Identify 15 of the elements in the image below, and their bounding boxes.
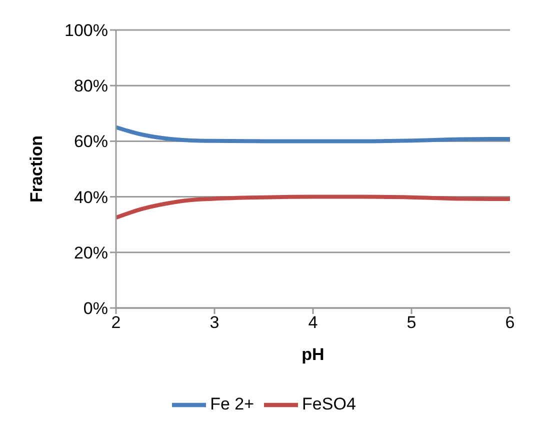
y-tick-label: 100% bbox=[64, 21, 108, 40]
x-tick-label: 6 bbox=[505, 313, 515, 332]
y-tick-label: 80% bbox=[74, 76, 108, 96]
legend-label: Fe 2+ bbox=[210, 394, 254, 414]
x-axis-title: pH bbox=[302, 345, 324, 364]
y-tick-label: 60% bbox=[74, 132, 108, 152]
legend-label: FeSO4 bbox=[302, 394, 356, 414]
x-tick-label: 5 bbox=[406, 313, 416, 332]
y-tick-label: 20% bbox=[74, 243, 108, 262]
y-axis-title: Fraction bbox=[27, 135, 46, 203]
y-tick-label: 40% bbox=[74, 188, 108, 207]
x-tick-label: 3 bbox=[210, 313, 220, 332]
y-tick-label: 0% bbox=[83, 299, 108, 318]
x-tick-label: 2 bbox=[111, 313, 121, 332]
x-tick-label: 4 bbox=[308, 313, 318, 332]
